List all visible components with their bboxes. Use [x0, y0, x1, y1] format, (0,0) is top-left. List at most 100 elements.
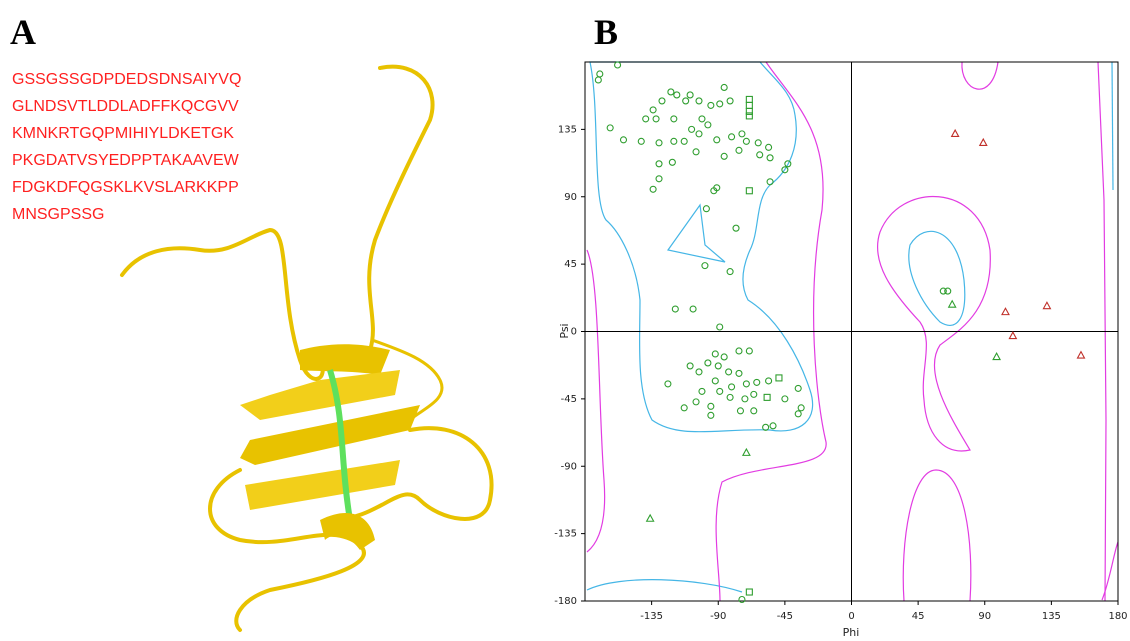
residue-point — [668, 89, 674, 95]
residue-point — [597, 71, 603, 77]
y-tick-label: 45 — [564, 259, 577, 270]
residue-point — [656, 161, 662, 167]
residue-point — [712, 378, 718, 384]
residue-point — [717, 101, 723, 107]
residue-point — [726, 369, 732, 375]
residue-point — [696, 369, 702, 375]
helix — [300, 344, 390, 375]
ramachandran-plot — [581, 62, 1118, 605]
y-axis-label: Psi — [558, 323, 571, 338]
favoured-contour — [590, 62, 813, 432]
x-tick-label: 135 — [1042, 611, 1061, 622]
allowed-contour — [878, 196, 991, 450]
residue-point — [746, 102, 752, 108]
x-tick-label: 180 — [1108, 611, 1127, 622]
x-tick-label: 90 — [978, 611, 991, 622]
allowed-contour — [962, 62, 998, 89]
panel-label: B — [594, 12, 618, 52]
residue-point — [949, 301, 956, 307]
residue-point — [746, 113, 752, 119]
residue-point — [739, 131, 745, 137]
residue-point — [782, 396, 788, 402]
residue-point — [708, 102, 714, 108]
x-tick-label: -135 — [640, 611, 663, 622]
residue-point — [703, 206, 709, 212]
x-axis-label: Phi — [843, 626, 860, 639]
y-tick-label: -180 — [554, 596, 577, 607]
residue-point — [650, 107, 656, 113]
residue-point — [743, 381, 749, 387]
residue-point — [650, 186, 656, 192]
residue-point — [743, 138, 749, 144]
allowed-contour — [1102, 542, 1118, 600]
residue-point — [638, 138, 644, 144]
residue-point — [1043, 302, 1050, 308]
residue-point — [993, 353, 1000, 359]
residue-point — [687, 92, 693, 98]
allowed-contour — [587, 250, 605, 552]
residue-point — [746, 188, 752, 194]
residue-point — [620, 137, 626, 143]
residue-point — [798, 405, 804, 411]
residue-point — [795, 411, 801, 417]
y-tick-label: -135 — [554, 529, 577, 540]
x-tick-label: 0 — [848, 611, 854, 622]
residue-point — [739, 597, 745, 603]
residue-point — [708, 403, 714, 409]
figure: A GSSGSSGDPDEDSDNSAIYVQGLNDSVTLDDLADFFKQ… — [0, 0, 1130, 641]
residue-point — [595, 77, 601, 83]
residue-point — [721, 84, 727, 90]
residue-point — [795, 385, 801, 391]
residue-point — [672, 306, 678, 312]
residue-point — [733, 225, 739, 231]
residue-point — [705, 360, 711, 366]
y-tick-label: 90 — [564, 192, 577, 203]
residue-point — [746, 589, 752, 595]
residue-point — [689, 126, 695, 132]
residue-point — [737, 408, 743, 414]
residue-point — [717, 388, 723, 394]
residue-point — [669, 159, 675, 165]
residue-point — [665, 381, 671, 387]
x-tick-label: -90 — [710, 611, 726, 622]
residue-point — [687, 363, 693, 369]
residue-point — [727, 98, 733, 104]
residue-point — [615, 62, 621, 68]
residue-point — [729, 134, 735, 140]
residue-point — [705, 122, 711, 128]
residue-point — [736, 348, 742, 354]
residue-point — [693, 399, 699, 405]
residue-point — [696, 131, 702, 137]
residue-point — [755, 140, 761, 146]
residue-point — [743, 449, 750, 455]
residue-point — [699, 116, 705, 122]
x-tick-label: -45 — [777, 611, 793, 622]
residue-point — [742, 396, 748, 402]
residue-point — [708, 412, 714, 418]
x-tick-label: 45 — [912, 611, 925, 622]
residue-point — [736, 147, 742, 153]
favoured-contour — [1112, 62, 1113, 190]
residue-point — [952, 130, 959, 136]
sequence-line: GSSGSSGDPDEDSDNSAIYVQ — [12, 71, 241, 88]
panel-label: A — [10, 12, 36, 52]
strand — [245, 460, 400, 510]
residue-point — [643, 116, 649, 122]
residue-point — [767, 179, 773, 185]
residue-point — [717, 324, 723, 330]
y-tick-label: 135 — [558, 124, 577, 135]
residue-point — [671, 116, 677, 122]
favoured-contour — [668, 205, 725, 262]
residue-point — [674, 92, 680, 98]
residue-point — [647, 515, 654, 521]
residue-point — [699, 388, 705, 394]
residue-point — [980, 139, 987, 145]
sequence: GSSGSSGDPDEDSDNSAIYVQGLNDSVTLDDLADFFKQCG… — [12, 71, 241, 223]
sequence-line: KMNKRTGQPMIHIYLDKETGK — [12, 125, 234, 142]
residue-point — [683, 98, 689, 104]
residue-point — [766, 378, 772, 384]
residue-point — [702, 263, 708, 269]
residue-point — [659, 98, 665, 104]
residue-point — [671, 138, 677, 144]
residue-point — [693, 149, 699, 155]
